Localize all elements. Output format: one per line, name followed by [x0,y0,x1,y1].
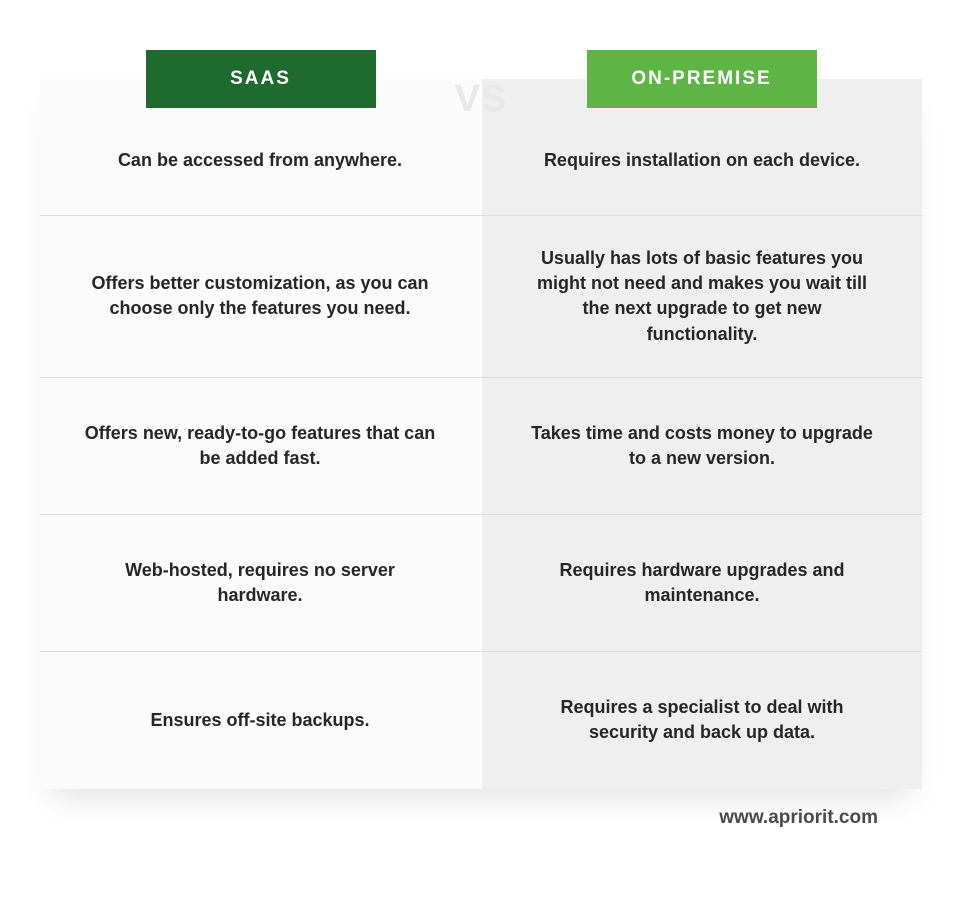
footer-credit: www.apriorit.com [40,789,922,829]
table-row: Offers better customization, as you can … [40,216,922,378]
header-left-wrap: SAAS [40,50,481,108]
table-row: Offers new, ready-to-go features that ca… [40,378,922,515]
saas-header-badge: SAAS [146,50,376,108]
onpremise-cell: Requires a specialist to deal with secur… [482,652,922,789]
onpremise-cell: Takes time and costs money to upgrade to… [482,378,922,514]
comparison-container: VS SAAS ON-PREMISE Can be accessed from … [0,50,962,829]
column-headers: SAAS ON-PREMISE [40,50,922,108]
comparison-table: Can be accessed from anywhere. Requires … [40,79,922,789]
saas-cell: Offers better customization, as you can … [40,216,482,377]
onpremise-cell: Requires hardware upgrades and maintenan… [482,515,922,651]
saas-cell: Ensures off-site backups. [40,652,482,789]
onpremise-cell: Usually has lots of basic features you m… [482,216,922,377]
onpremise-header-badge: ON-PREMISE [587,50,817,108]
table-row: Web-hosted, requires no server hardware.… [40,515,922,652]
saas-cell: Web-hosted, requires no server hardware. [40,515,482,651]
saas-cell: Offers new, ready-to-go features that ca… [40,378,482,514]
table-row: Ensures off-site backups. Requires a spe… [40,652,922,789]
header-right-wrap: ON-PREMISE [481,50,922,108]
